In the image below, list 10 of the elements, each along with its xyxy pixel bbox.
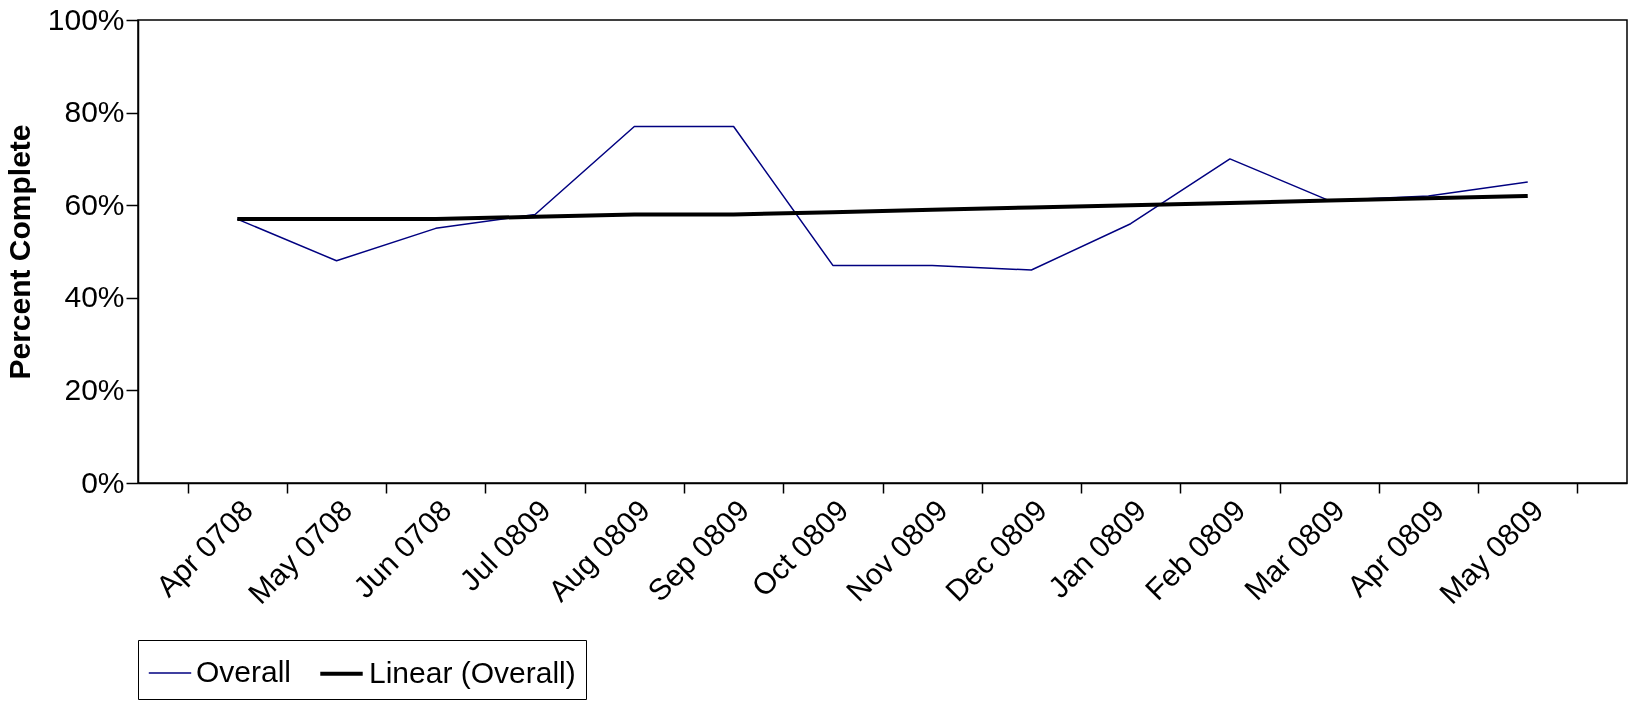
y-axis-title: Percent Complete	[2, 124, 36, 380]
y-tick-label: 80%	[64, 95, 125, 129]
y-tick-label: 60%	[64, 187, 125, 221]
legend-label: Overall	[196, 655, 292, 688]
y-tick-label: 100%	[47, 2, 125, 36]
legend-label: Linear (Overall)	[369, 655, 576, 689]
y-tick-label: 20%	[64, 372, 125, 406]
y-tick-label: 40%	[64, 280, 125, 314]
y-tick-label: 0%	[81, 465, 125, 499]
line-series	[235, 193, 1530, 222]
